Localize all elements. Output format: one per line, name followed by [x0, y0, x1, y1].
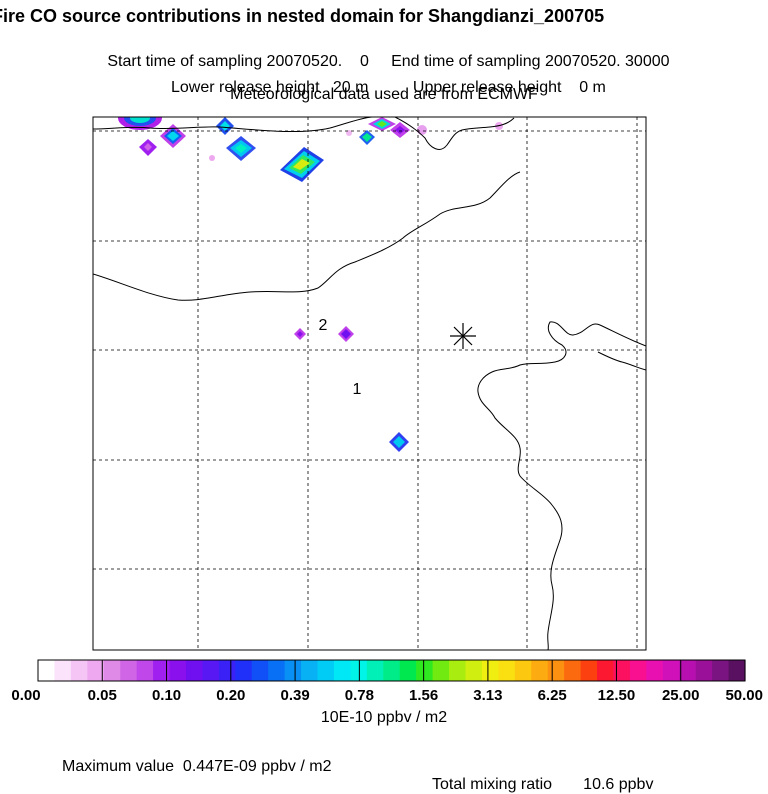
coastline	[93, 117, 373, 133]
footer: Maximum value 0.447E-09 ppbv / m2 Total …	[0, 740, 768, 794]
total-mixing-text: Total mixing ratio 10.6 ppbv	[432, 776, 654, 793]
sampling-time-line: Start time of sampling 20070520. 0 End t…	[0, 35, 768, 71]
colorbar-swatch	[629, 660, 647, 681]
colorbar-swatch	[301, 660, 319, 681]
plume-blob	[417, 125, 427, 135]
colorbar-swatch	[268, 660, 286, 681]
colorbar-swatch	[498, 660, 516, 681]
colorbar-swatch	[87, 660, 105, 681]
colorbar-tick-label: 1.56	[409, 687, 438, 704]
colorbar-swatch	[514, 660, 532, 681]
plume-blob	[346, 130, 352, 136]
plume-blob	[359, 130, 375, 145]
colorbar-swatch	[449, 660, 467, 681]
start-time-label: Start time of sampling 20070520. 0	[107, 53, 369, 70]
coastline	[394, 117, 515, 150]
colorbar-swatch	[465, 660, 483, 681]
met-data-label: Meteorological data used are from ECMWF	[230, 86, 538, 103]
colorbar-swatch	[103, 660, 121, 681]
plume-blob	[226, 136, 256, 161]
colorbar-tick-label: 0.78	[345, 687, 374, 704]
map-label-1: 1	[353, 381, 362, 398]
colorbar	[38, 660, 746, 681]
colorbar-swatch	[547, 660, 565, 681]
colorbar-swatch	[531, 660, 549, 681]
plume-blob	[389, 432, 409, 452]
colorbar-tick-label: 0.05	[88, 687, 117, 704]
coastline-layer	[93, 117, 646, 650]
plume-blob	[294, 328, 306, 340]
maximum-value-text: Maximum value 0.447E-09 ppbv / m2	[62, 758, 332, 775]
colorbar-swatch	[54, 660, 72, 681]
colorbar-tick-label: 0.00	[11, 687, 40, 704]
colorbar-swatch	[695, 660, 713, 681]
colorbar-swatch	[564, 660, 582, 681]
colorbar-swatch	[333, 660, 351, 681]
colorbar-tick-label: 6.25	[538, 687, 567, 704]
colorbar-swatch	[580, 660, 598, 681]
colorbar-swatch	[120, 660, 138, 681]
colorbar-swatch	[218, 660, 236, 681]
colorbar-tick-label: 0.10	[152, 687, 181, 704]
coastline	[477, 321, 646, 650]
colorbar-swatch	[399, 660, 417, 681]
plume-blob	[390, 122, 410, 138]
colorbar-units: 10E-10 ppbv / m2	[320, 709, 448, 726]
plume-blob	[280, 147, 324, 182]
colorbar-swatch	[712, 660, 730, 681]
colorbar-swatch	[597, 660, 615, 681]
colorbar-swatch	[679, 660, 697, 681]
colorbar-swatch	[383, 660, 401, 681]
plume-blob	[368, 117, 396, 131]
coastline	[93, 171, 521, 301]
colorbar-swatch	[251, 660, 269, 681]
plume-blob	[160, 124, 186, 148]
colorbar-tick-label: 25.00	[662, 687, 700, 704]
colorbar-swatch	[416, 660, 434, 681]
release-height-line: Lower release height 20 m Upper release …	[0, 61, 768, 97]
gridlines	[93, 117, 646, 650]
colorbar-swatch	[481, 660, 499, 681]
colorbar-tick-label: 0.39	[280, 687, 309, 704]
plume-blob	[139, 139, 157, 156]
lower-release-label: Lower release height 20 m	[170, 79, 369, 96]
colorbar-swatch	[70, 660, 88, 681]
colorbar-tick-label: 12.50	[598, 687, 636, 704]
colorbar-swatch	[317, 660, 335, 681]
chart-title: Fire CO source contributions in nested d…	[0, 6, 605, 26]
plume-blob	[118, 117, 162, 130]
map-frame	[92, 116, 647, 651]
colorbar-swatch	[202, 660, 220, 681]
colorbar-swatch	[235, 660, 253, 681]
end-time-label: End time of sampling 20070520. 30000	[391, 53, 670, 70]
colorbar-tick-label: 0.20	[216, 687, 245, 704]
plume-blob	[338, 326, 354, 342]
upper-release-label: Upper release height 0 m	[412, 79, 606, 96]
colorbar-swatch	[366, 660, 384, 681]
station-marker-icon	[450, 323, 476, 349]
colorbar-ticks: 0.00 0.05 0.10 0.20 0.39 0.78 1.56 3.13 6.25 12.5…	[11, 660, 763, 704]
colorbar-swatch	[169, 660, 187, 681]
colorbar-swatch	[136, 660, 154, 681]
colorbar-tick-label: 3.13	[473, 687, 502, 704]
colorbar-swatch	[613, 660, 631, 681]
coastline	[597, 351, 646, 371]
colorbar-swatch	[185, 660, 204, 681]
plume-blob	[216, 117, 234, 135]
colorbar-swatch	[284, 660, 302, 681]
map-label-2: 2	[319, 317, 328, 334]
colorbar-swatch	[153, 660, 171, 681]
colorbar-tick-label: 50.00	[725, 687, 763, 704]
colorbar-swatch	[662, 660, 680, 681]
colorbar-swatch	[432, 660, 450, 681]
map-figure: 2 1 0.00 0.05 0.10 0.20 0.39 0.78 1.56 3.13 6.25…	[11, 116, 763, 704]
plume-blob	[209, 155, 215, 161]
plume-layer	[118, 117, 503, 452]
colorbar-swatch	[38, 660, 56, 681]
colorbar-swatch	[646, 660, 664, 681]
colorbar-swatch	[728, 660, 746, 681]
